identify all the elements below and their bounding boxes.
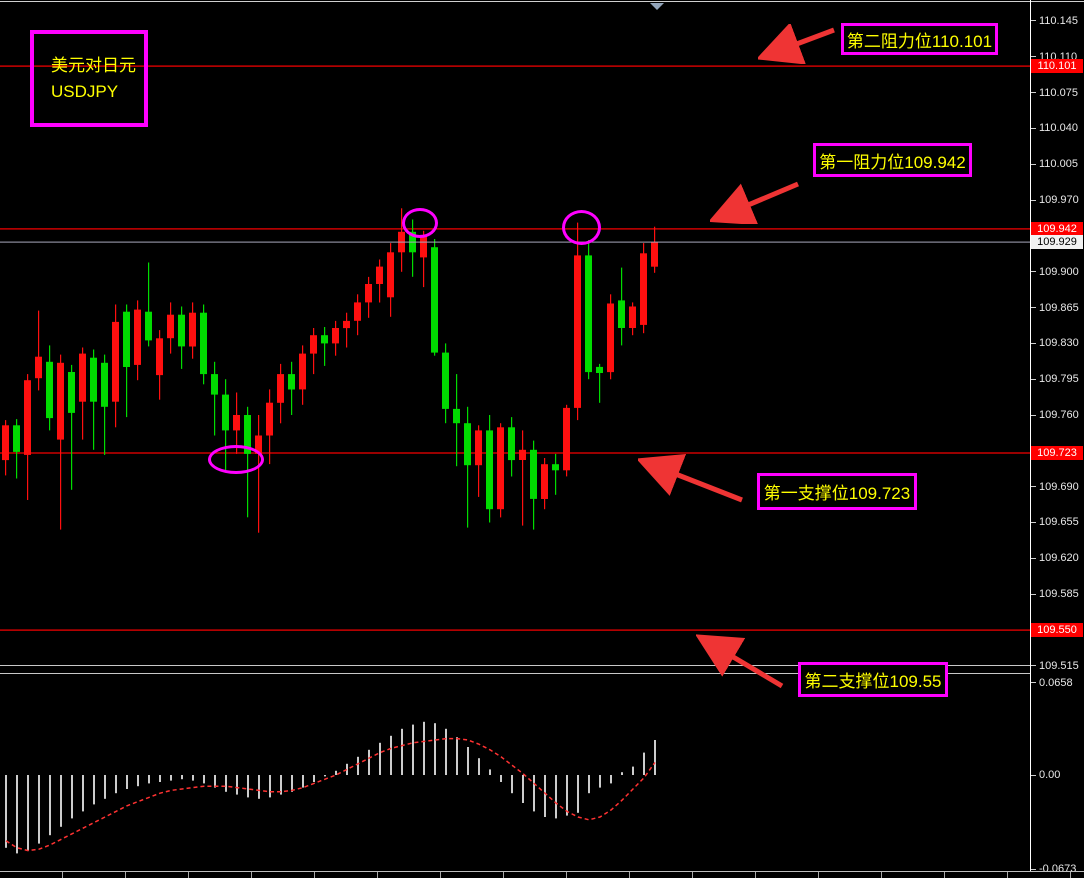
support2-label-box[interactable]: 第二支撑位109.55	[798, 662, 948, 697]
price-tick	[1031, 342, 1036, 344]
price-tick-label: 109.760	[1039, 409, 1079, 422]
macd-tick	[1031, 868, 1036, 870]
price-tick	[1031, 271, 1036, 273]
chart-shift-marker-icon	[650, 3, 664, 10]
price-tick-label: 109.655	[1039, 516, 1079, 529]
macd-indicator-group	[5, 721, 656, 854]
price-axis[interactable]: 110.145 110.110 110.075 110.040 110.005 109.9…	[1030, 0, 1084, 878]
price-tick	[1031, 127, 1036, 129]
highlight-ellipse-support-touch[interactable]	[208, 445, 264, 474]
window-top-border	[0, 1, 1084, 2]
resistance1-label-box[interactable]: 第一阻力位109.942	[813, 143, 972, 177]
candles-group	[2, 208, 658, 533]
chart-surface[interactable]	[0, 0, 1030, 878]
price-tick	[1031, 521, 1036, 523]
price-tick-label: 109.585	[1039, 588, 1079, 601]
arrow-to-resistance1-line[interactable]	[710, 178, 806, 224]
arrow-to-resistance2-line[interactable]	[758, 24, 840, 64]
price-tick-label: 109.900	[1039, 265, 1079, 278]
price-tick	[1031, 163, 1036, 165]
macd-tick	[1031, 682, 1036, 684]
highlight-ellipse-second-peak[interactable]	[562, 210, 601, 245]
price-tick-label: 110.005	[1039, 158, 1078, 171]
resistance1-label: 第一阻力位109.942	[819, 152, 966, 172]
price-axis-border	[1030, 0, 1031, 878]
macd-tick	[1031, 774, 1036, 776]
panel-separator-top[interactable]	[0, 665, 1030, 666]
symbol-label-box[interactable]: 美元对日元 USDJPY	[30, 30, 148, 127]
price-tick-label: 109.620	[1039, 552, 1079, 565]
price-tick-label: 109.690	[1039, 480, 1079, 493]
price-tick	[1031, 56, 1036, 58]
price-tick	[1031, 20, 1036, 22]
price-tick	[1031, 199, 1036, 201]
level-price-tag: 110.101	[1031, 59, 1083, 74]
resistance2-label-box[interactable]: 第二阻力位110.101	[841, 23, 998, 55]
level-price-tag: 109.723	[1031, 445, 1083, 460]
support1-label-box[interactable]: 第一支撑位109.723	[757, 473, 917, 510]
price-tick-label: 110.040	[1039, 122, 1078, 135]
price-tick	[1031, 557, 1036, 559]
highlight-ellipse-first-peak[interactable]	[402, 208, 438, 238]
price-tick-label: 109.515	[1039, 659, 1079, 672]
price-tick-label: 110.145	[1039, 14, 1078, 27]
symbol-ticker: USDJPY	[51, 81, 119, 101]
price-tick-label: 109.830	[1039, 337, 1079, 350]
current-price-tag: 109.929	[1031, 235, 1083, 250]
price-tick-label: 110.075	[1039, 86, 1078, 99]
symbol-name-cn: 美元对日元	[51, 55, 136, 75]
level-price-tag: 109.550	[1031, 622, 1083, 637]
macd-tick-label: 0.0658	[1039, 676, 1073, 689]
price-tick	[1031, 486, 1036, 488]
resistance2-label: 第二阻力位110.101	[846, 31, 993, 51]
arrow-to-support2-line[interactable]	[696, 632, 790, 692]
price-tick-label: 109.865	[1039, 301, 1079, 314]
current-price-line	[0, 241, 1030, 243]
support2-label: 第二支撑位109.55	[804, 672, 942, 691]
arrow-to-support1-line[interactable]	[638, 454, 750, 506]
level-price-tag: 109.942	[1031, 221, 1083, 236]
macd-tick-label: 0.00	[1039, 769, 1061, 781]
time-axis[interactable]	[0, 871, 1084, 878]
price-tick	[1031, 92, 1036, 94]
price-tick	[1031, 665, 1036, 667]
price-tick-label: 109.970	[1039, 194, 1079, 207]
support1-label: 第一支撑位109.723	[763, 484, 911, 503]
price-tick	[1031, 593, 1036, 595]
panel-separator-bottom[interactable]	[0, 673, 1030, 674]
price-tick	[1031, 414, 1036, 416]
price-tick	[1031, 307, 1036, 309]
price-tick-label: 109.795	[1039, 373, 1079, 386]
price-tick	[1031, 378, 1036, 380]
